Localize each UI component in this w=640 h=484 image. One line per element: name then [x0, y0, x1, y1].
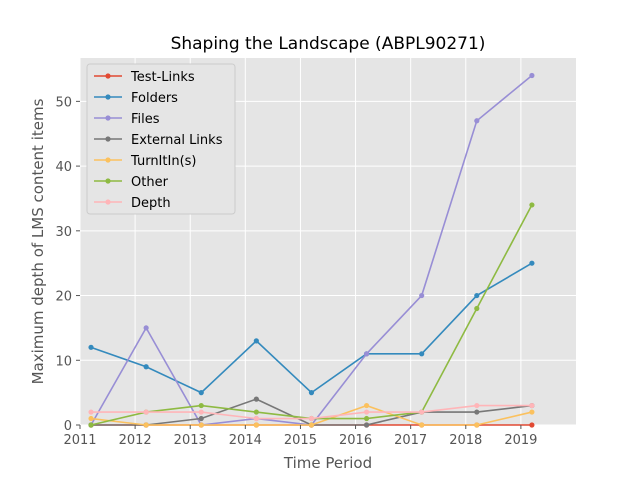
- data-point-external-links: [198, 415, 204, 422]
- y-tick-label: 40: [55, 160, 72, 175]
- x-tick-label: 2016: [339, 433, 372, 448]
- x-tick-label: 2012: [119, 433, 152, 448]
- x-tick-label: 2015: [284, 433, 317, 448]
- x-tick-label: 2018: [449, 433, 482, 448]
- data-point-turnitin-s: [363, 402, 370, 409]
- data-point-folders: [143, 364, 149, 370]
- data-point-files: [529, 72, 535, 79]
- x-tick-label: 2019: [504, 433, 537, 448]
- x-tick-label: 2011: [63, 433, 96, 448]
- data-point-depth: [308, 415, 315, 422]
- series-depth: [88, 402, 535, 422]
- legend-marker: [105, 136, 111, 142]
- data-point-external-links: [253, 396, 259, 402]
- data-point-depth: [253, 415, 259, 422]
- data-point-other: [529, 202, 535, 208]
- legend-label: Other: [131, 175, 169, 190]
- data-point-files: [474, 118, 480, 124]
- y-tick-label: 20: [55, 290, 72, 305]
- data-point-other: [88, 422, 94, 428]
- y-tick-label: 50: [55, 95, 72, 110]
- data-point-folders: [419, 351, 425, 357]
- data-point-folders: [529, 260, 535, 266]
- data-point-external-links: [363, 422, 370, 428]
- data-point-folders: [253, 338, 259, 344]
- data-point-turnitin-s: [308, 422, 315, 428]
- data-point-other: [363, 415, 370, 422]
- y-tick-label: 10: [55, 354, 72, 369]
- legend-label: TurnItIn(s): [130, 154, 196, 169]
- legend-label: Files: [131, 112, 160, 127]
- legend-label: Depth: [131, 196, 171, 211]
- legend-label: Test-Links: [130, 70, 195, 85]
- legend-label: Folders: [131, 91, 178, 106]
- data-point-other: [474, 305, 480, 312]
- data-point-test-links: [529, 422, 535, 428]
- data-point-depth: [363, 409, 370, 415]
- data-point-external-links: [474, 409, 480, 415]
- data-point-folders: [88, 344, 94, 350]
- x-axis-label: Time Period: [283, 454, 372, 472]
- data-point-depth: [88, 409, 94, 415]
- data-point-turnitin-s: [419, 422, 425, 428]
- data-point-other: [198, 402, 204, 409]
- chart-title: Shaping the Landscape (ABPL90271): [171, 34, 486, 54]
- series-turnitin-s: [88, 402, 535, 428]
- data-point-depth: [529, 402, 535, 409]
- data-point-turnitin-s: [143, 422, 149, 428]
- legend: Test-Links Folders Files External Links Turn…: [86, 63, 236, 215]
- x-tick-label: 2017: [394, 433, 427, 448]
- data-point-files: [363, 351, 370, 357]
- data-point-depth: [419, 409, 425, 415]
- y-axis-label: Maximum depth of LMS content items: [29, 98, 47, 384]
- legend-marker: [105, 73, 111, 79]
- data-point-folders: [198, 390, 204, 396]
- legend-marker: [105, 199, 111, 205]
- y-tick-label: 30: [55, 225, 72, 240]
- tick-layer: 2011 2012 2013 2014 2015 2016 2017 2018 2019 0 10 2…: [55, 95, 537, 448]
- legend-box: [86, 63, 236, 215]
- data-point-turnitin-s: [88, 415, 94, 422]
- data-point-folders: [474, 292, 480, 299]
- data-point-other: [253, 409, 259, 415]
- legend-label: External Links: [131, 133, 223, 148]
- data-point-depth: [474, 402, 480, 409]
- data-point-turnitin-s: [474, 422, 480, 428]
- y-tick-label: 0: [64, 419, 72, 434]
- data-point-folders: [308, 390, 315, 396]
- data-point-turnitin-s: [529, 409, 535, 415]
- legend-marker: [105, 157, 111, 163]
- x-tick-label: 2013: [174, 433, 207, 448]
- x-tick-label: 2014: [229, 433, 262, 448]
- data-point-depth: [198, 409, 204, 415]
- data-point-turnitin-s: [253, 422, 259, 428]
- data-point-files: [419, 292, 425, 299]
- data-point-turnitin-s: [198, 422, 204, 428]
- legend-marker: [105, 115, 111, 121]
- legend-marker: [105, 94, 111, 100]
- series-layer: [88, 72, 535, 428]
- legend-marker: [105, 178, 111, 184]
- data-point-files: [143, 325, 149, 331]
- data-point-depth: [143, 409, 149, 415]
